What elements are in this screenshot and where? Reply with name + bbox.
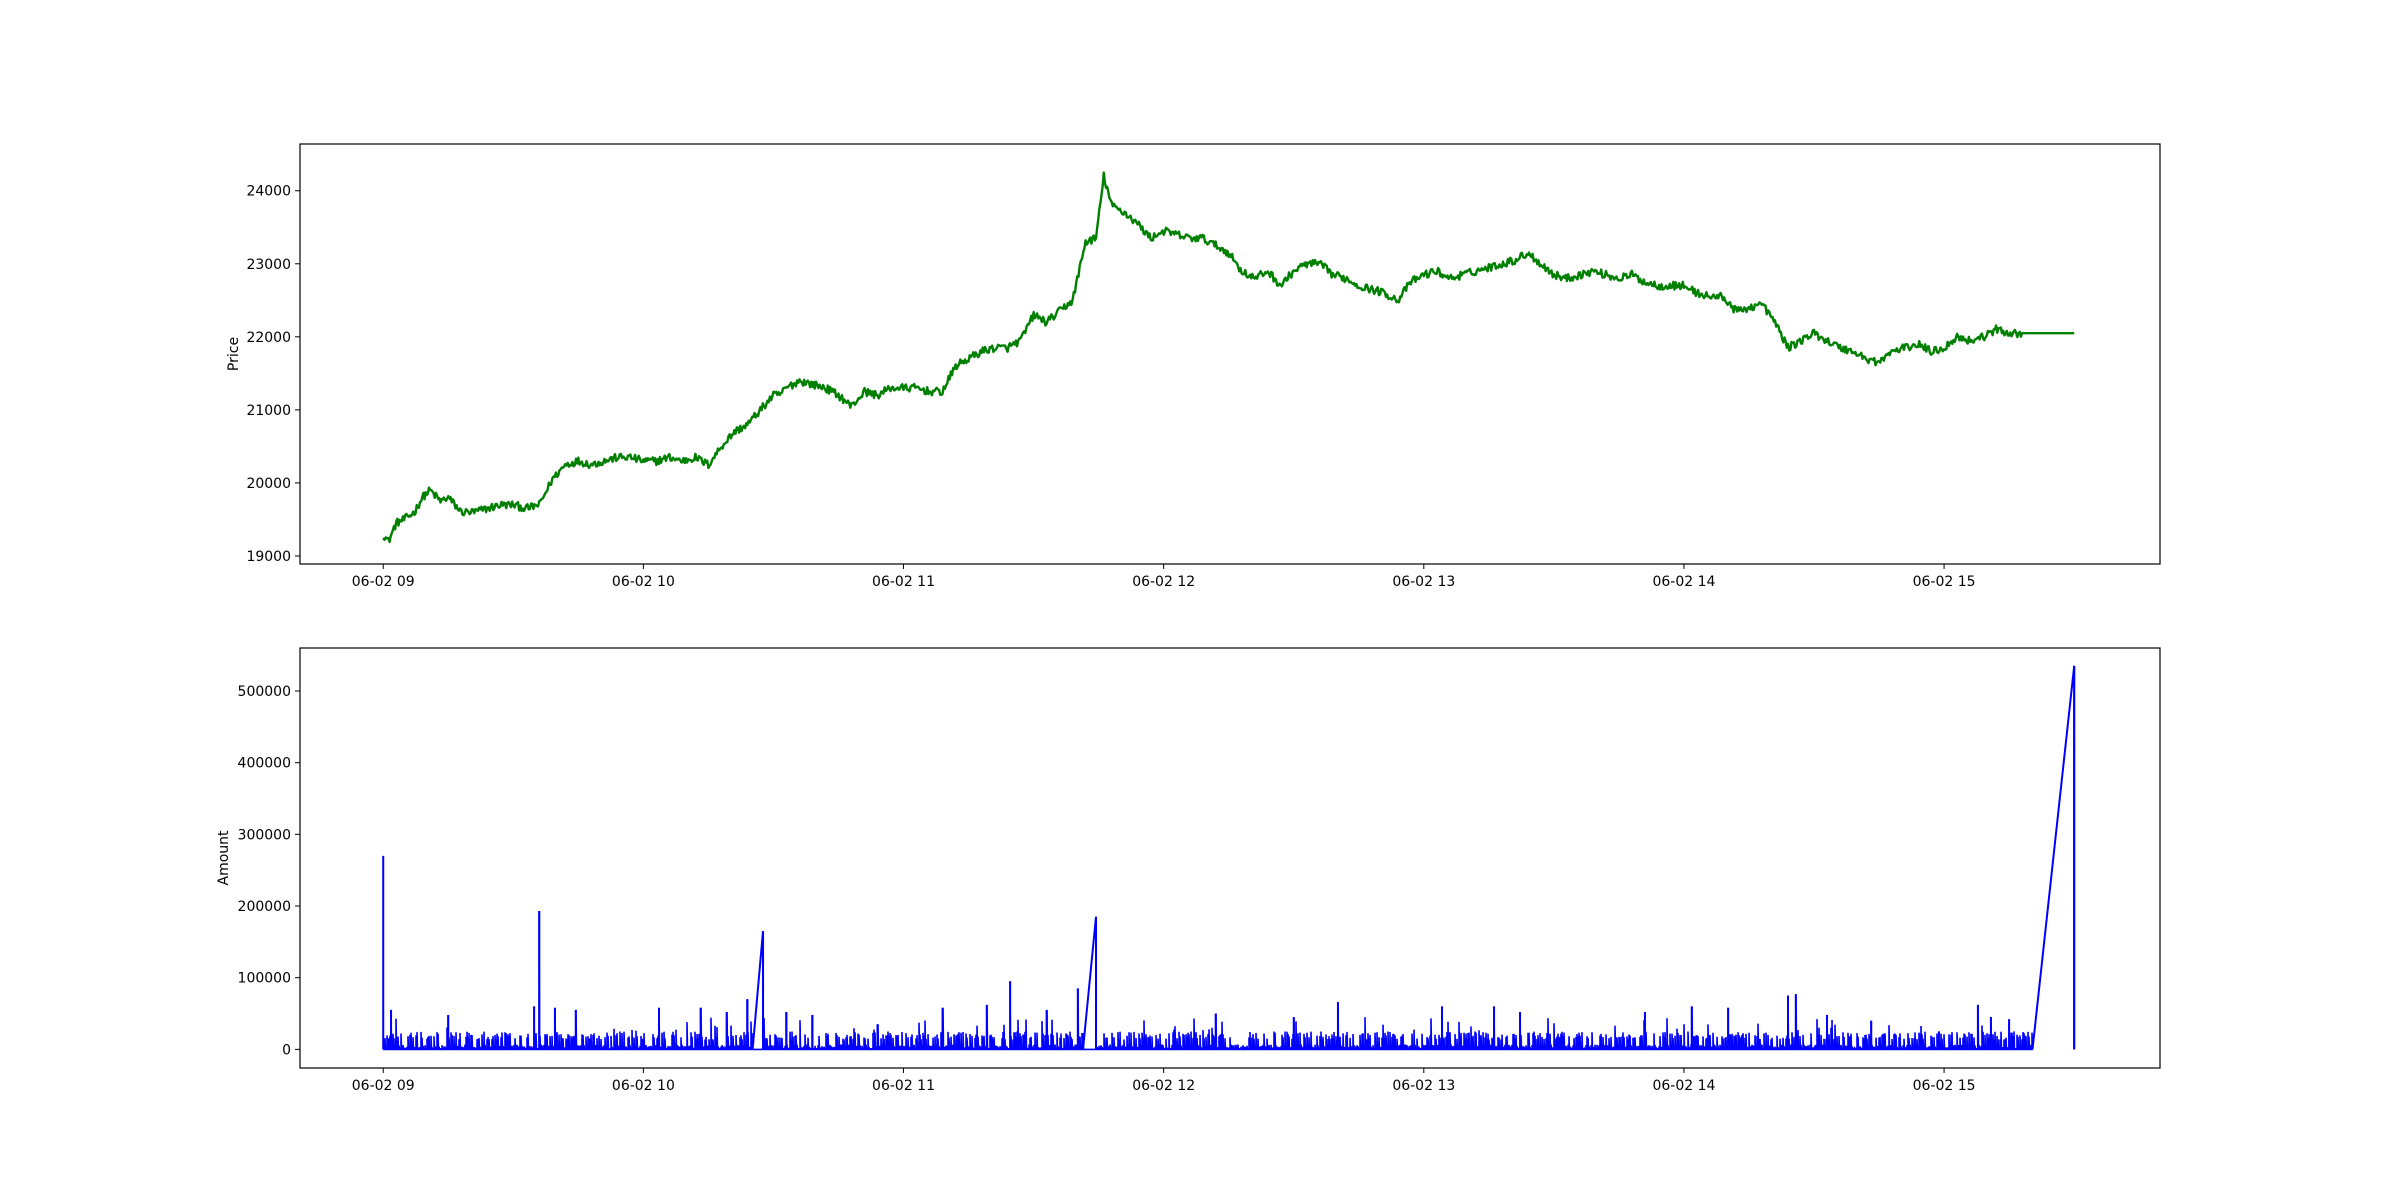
amount-y-tick-label: 200000 [238, 899, 291, 915]
price-x-ticks: 06-02 09 06-02 10 06-02 11 06-02 12 06-02 13… [352, 564, 1976, 590]
price-x-tick-label: 06-02 15 [1913, 574, 1976, 590]
price-y-tick-label: 21000 [246, 403, 291, 419]
amount-x-tick-label: 06-02 14 [1652, 1078, 1715, 1094]
price-x-tick-label: 06-02 13 [1392, 574, 1455, 590]
price-series-line [382, 171, 2075, 544]
price-x-tick-label: 06-02 14 [1652, 574, 1715, 590]
amount-series-line [383, 910, 2034, 1051]
price-x-tick-label: 06-02 12 [1132, 574, 1195, 590]
amount-axes: 0 100000 200000 300000 400000 500000 06-02 09… [216, 647, 2161, 1094]
amount-y-tick-label: 300000 [238, 827, 291, 843]
price-y-tick-label: 22000 [246, 330, 291, 346]
price-y-tick-label: 19000 [246, 549, 291, 565]
amount-x-tick-label: 06-02 12 [1132, 1078, 1195, 1094]
price-y-axis-label: Price [226, 337, 242, 371]
price-x-tick-label: 06-02 09 [352, 574, 415, 590]
amount-y-tick-label: 0 [282, 1042, 291, 1058]
price-y-tick-label: 23000 [246, 257, 291, 273]
amount-x-tick-label: 06-02 10 [612, 1078, 675, 1094]
price-series-group [382, 171, 2075, 544]
amount-y-tick-label: 500000 [238, 684, 291, 700]
amount-x-tick-label: 06-02 09 [352, 1078, 415, 1094]
amount-y-tick-label: 100000 [238, 971, 291, 987]
amount-x-tick-label: 06-02 11 [872, 1078, 935, 1094]
price-y-tick-label: 24000 [246, 184, 291, 200]
price-axes-frame [299, 143, 2161, 565]
amount-x-ticks: 06-02 09 06-02 10 06-02 11 06-02 12 06-02 13… [352, 1068, 1976, 1094]
price-x-tick-label: 06-02 11 [872, 574, 935, 590]
amount-series-group [382, 665, 2076, 1051]
price-y-ticks: 19000 20000 21000 22000 23000 24000 [246, 184, 300, 565]
amount-axes-frame [299, 647, 2161, 1069]
amount-x-tick-label: 06-02 13 [1392, 1078, 1455, 1094]
price-y-tick-label: 20000 [246, 476, 291, 492]
amount-y-axis-label: Amount [216, 830, 232, 886]
price-x-tick-label: 06-02 10 [612, 574, 675, 590]
amount-y-ticks: 0 100000 200000 300000 400000 500000 [238, 684, 300, 1058]
amount-y-tick-label: 400000 [238, 756, 291, 772]
amount-x-tick-label: 06-02 15 [1913, 1078, 1976, 1094]
